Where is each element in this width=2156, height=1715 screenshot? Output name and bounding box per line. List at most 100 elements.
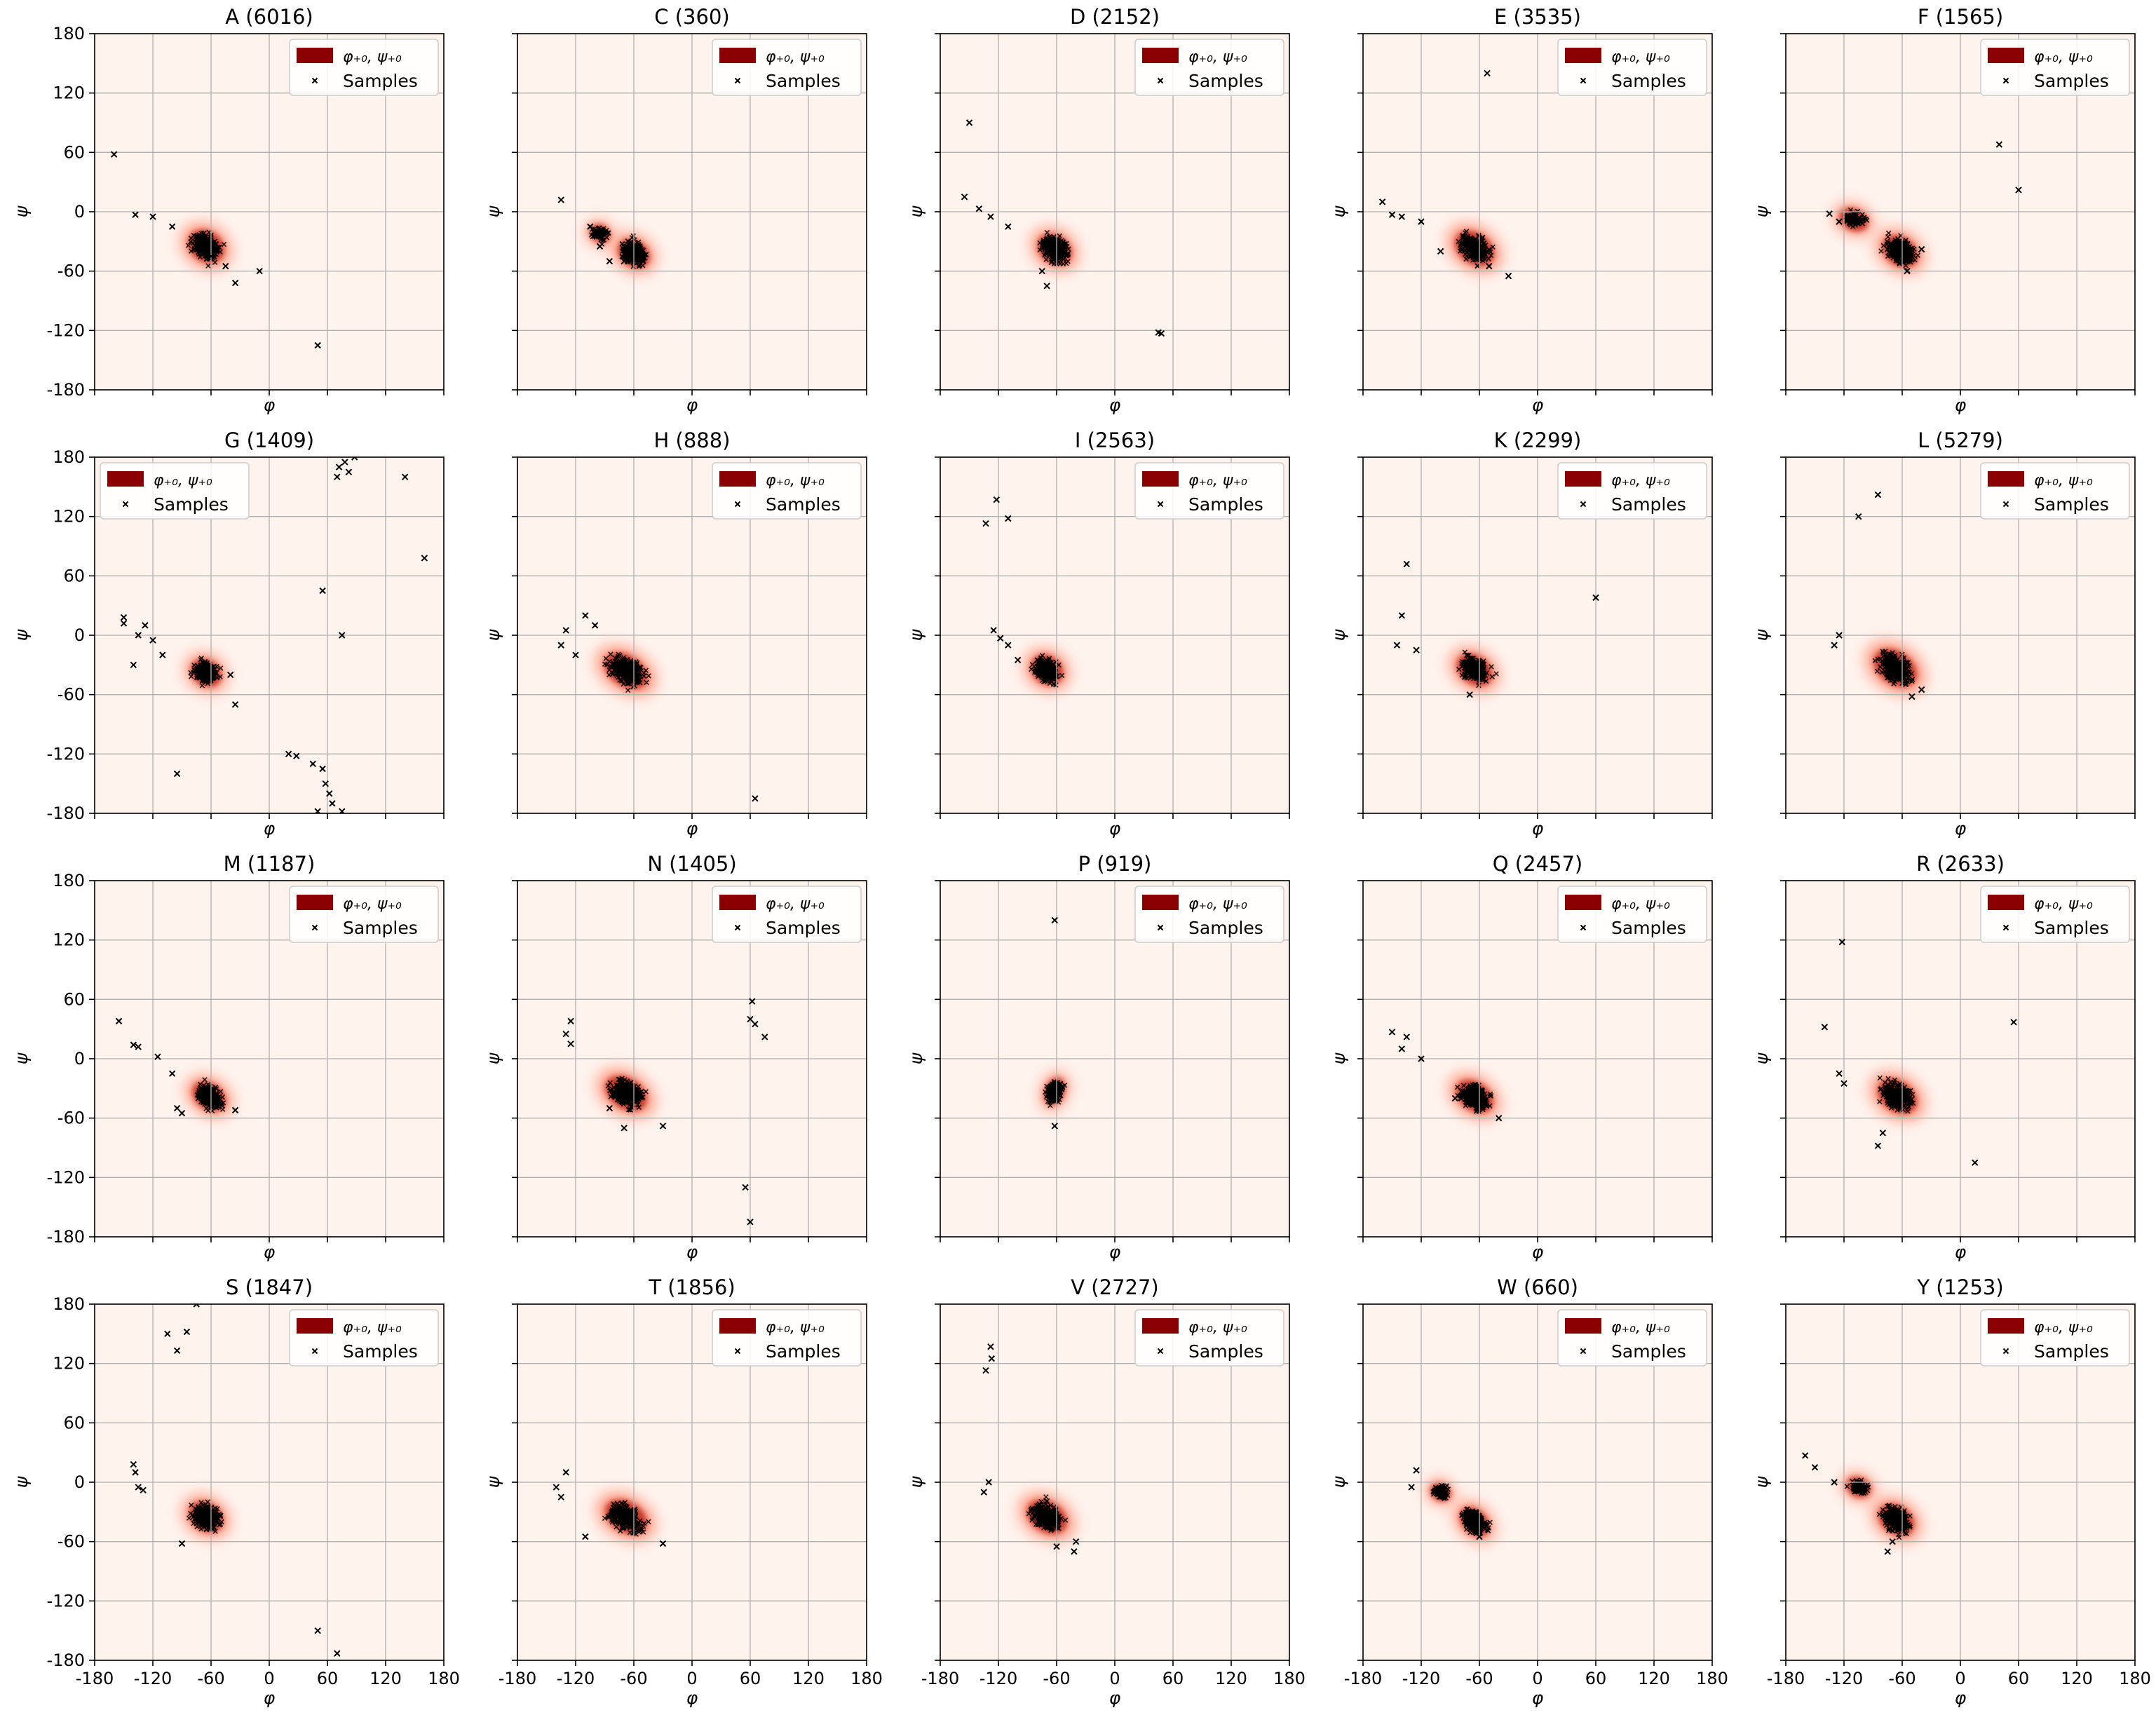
sample-point bbox=[1476, 1533, 1483, 1540]
legend-density-label: φ₊₀, ψ₊₀ bbox=[1611, 48, 1670, 66]
sample-cloud bbox=[185, 229, 227, 269]
x-axis-label: φ bbox=[1532, 1688, 1544, 1708]
sample-cloud bbox=[602, 1500, 651, 1537]
legend: φ₊₀, ψ₊₀ Samples bbox=[289, 39, 439, 96]
subplot: V (2727) -180 -120 -60 0 60 120 180 φ ψ φ₊₀, ψ₊₀ Sa… bbox=[906, 1275, 1306, 1708]
sample-cloud bbox=[605, 1076, 649, 1113]
x-axis-label: φ bbox=[686, 818, 698, 839]
sample-point bbox=[747, 1015, 754, 1023]
legend-sample-marker bbox=[1580, 501, 1587, 508]
legend-sample-marker bbox=[2002, 924, 2009, 931]
subplot-title: S (1847) bbox=[226, 1275, 313, 1299]
sample-cloud bbox=[1456, 649, 1499, 689]
x-tick-label: 120 bbox=[1215, 1669, 1247, 1688]
y-tick-label: 180 bbox=[53, 871, 85, 890]
x-tick-label: 0 bbox=[1955, 1669, 1965, 1688]
legend-sample-label: Samples bbox=[1188, 1341, 1263, 1362]
y-axis-label: ψ bbox=[1329, 205, 1349, 217]
legend-density-label: φ₊₀, ψ₊₀ bbox=[154, 472, 212, 489]
sample-point bbox=[582, 1533, 589, 1540]
sample-point bbox=[1393, 642, 1401, 649]
sample-cloud bbox=[1029, 653, 1065, 688]
grid bbox=[940, 34, 1289, 390]
legend-sample-marker bbox=[734, 924, 741, 931]
sample-point bbox=[168, 223, 176, 230]
sample-point bbox=[965, 119, 973, 126]
subplot: R (2633) φ ψ φ₊₀, ψ₊₀ Samples bbox=[1751, 852, 2136, 1262]
x-axis-label: φ bbox=[686, 1688, 698, 1708]
sample-point bbox=[982, 1367, 989, 1374]
subplot-title: E (3535) bbox=[1494, 5, 1581, 29]
x-axis-label: φ bbox=[1109, 1688, 1121, 1708]
sample-point bbox=[319, 587, 326, 595]
sample-point bbox=[1398, 612, 1406, 619]
sample-point bbox=[1972, 1159, 1979, 1166]
sample-point bbox=[1398, 213, 1406, 220]
legend-sample-marker bbox=[2002, 501, 2009, 508]
sample-point bbox=[142, 622, 149, 629]
subplot-title: P (919) bbox=[1078, 852, 1152, 876]
subplot: K (2299) φ ψ φ₊₀, ψ₊₀ Samples bbox=[1329, 428, 1713, 839]
x-axis-label: φ bbox=[686, 395, 698, 415]
subplot-title: T (1856) bbox=[648, 1275, 735, 1299]
sample-point bbox=[351, 457, 358, 461]
y-axis-label: ψ bbox=[906, 1052, 926, 1064]
y-tick-label: -120 bbox=[47, 320, 85, 340]
sample-point bbox=[985, 1479, 992, 1486]
sample-point bbox=[319, 765, 326, 773]
y-axis-label: ψ bbox=[1329, 1052, 1349, 1064]
legend: φ₊₀, ψ₊₀ Samples bbox=[1557, 39, 1707, 96]
legend-density-label: φ₊₀, ψ₊₀ bbox=[2034, 48, 2093, 66]
x-tick-label: -60 bbox=[1043, 1669, 1070, 1688]
sample-point bbox=[1836, 1070, 1843, 1077]
legend-sample-label: Samples bbox=[1188, 494, 1263, 515]
sample-point bbox=[173, 1104, 181, 1112]
x-tick-label: 0 bbox=[264, 1669, 274, 1688]
x-tick-label: -180 bbox=[499, 1669, 536, 1688]
y-tick-label: -60 bbox=[57, 1532, 85, 1552]
sample-point bbox=[135, 1043, 142, 1050]
sample-point bbox=[173, 770, 181, 778]
legend-sample-label: Samples bbox=[343, 918, 418, 938]
sample-point bbox=[621, 257, 628, 265]
sample-point bbox=[1038, 267, 1045, 275]
sample-point bbox=[572, 651, 579, 658]
sample-point bbox=[1811, 1464, 1819, 1471]
legend-sample-label: Samples bbox=[2034, 1341, 2109, 1362]
legend-density-patch bbox=[297, 895, 333, 910]
y-tick-label: 120 bbox=[53, 930, 85, 950]
subplot-title: Y (1253) bbox=[1916, 1275, 2003, 1299]
subplot: W (660) -180 -120 -60 0 60 120 180 φ ψ φ₊₀, ψ₊₀ Sam… bbox=[1329, 1275, 1728, 1708]
sample-point bbox=[1484, 69, 1491, 77]
x-axis-label: φ bbox=[264, 1688, 276, 1708]
x-tick-label: 120 bbox=[369, 1669, 402, 1688]
subplot-title: D (2152) bbox=[1070, 5, 1160, 29]
sample-point bbox=[231, 279, 239, 287]
sample-point bbox=[1418, 1055, 1425, 1062]
sample-point bbox=[1874, 1142, 1882, 1149]
sample-point bbox=[961, 194, 968, 201]
sample-point bbox=[596, 243, 604, 250]
sample-point bbox=[1855, 513, 1862, 520]
subplot: I (2563) φ ψ φ₊₀, ψ₊₀ Samples bbox=[906, 428, 1290, 839]
subplot-title: K (2299) bbox=[1494, 428, 1582, 452]
sample-point bbox=[345, 468, 353, 475]
x-tick-label: -120 bbox=[134, 1669, 172, 1688]
legend: φ₊₀, ψ₊₀ Samples bbox=[1980, 462, 2130, 520]
legend-sample-marker bbox=[734, 1348, 741, 1355]
legend: φ₊₀, ψ₊₀ Samples bbox=[289, 1309, 439, 1367]
x-tick-label: 180 bbox=[2119, 1669, 2151, 1688]
sample-point bbox=[562, 1469, 569, 1476]
sample-point bbox=[1904, 267, 1911, 275]
subplot-title: C (360) bbox=[654, 5, 729, 29]
sample-point bbox=[1051, 1123, 1058, 1130]
sample-point bbox=[149, 637, 156, 644]
legend: φ₊₀, ψ₊₀ Samples bbox=[712, 462, 862, 520]
y-axis-label: ψ bbox=[1751, 629, 1772, 641]
y-axis-label: ψ bbox=[483, 1052, 503, 1064]
subplot-title: H (888) bbox=[653, 428, 730, 452]
x-tick-label: 0 bbox=[1109, 1669, 1120, 1688]
legend-density-label: φ₊₀, ψ₊₀ bbox=[1611, 895, 1670, 913]
y-axis-label: ψ bbox=[1751, 1052, 1772, 1064]
legend-density-label: φ₊₀, ψ₊₀ bbox=[766, 1319, 825, 1336]
